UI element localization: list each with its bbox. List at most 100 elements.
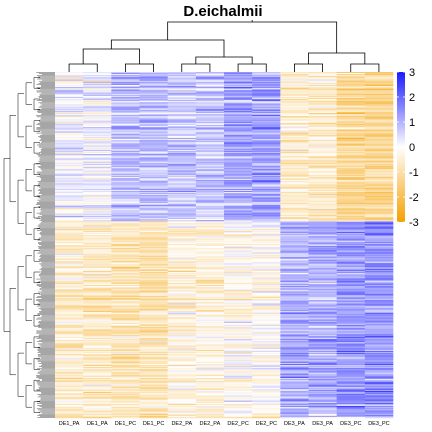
- heatmap-cell: [364, 200, 394, 202]
- heatmap-cell: [195, 375, 225, 378]
- heatmap-cell: [280, 241, 309, 244]
- heatmap-cell: [55, 93, 84, 95]
- heatmap-cell: [252, 126, 281, 128]
- heatmap-cell: [336, 227, 366, 230]
- heatmap-cell: [55, 280, 84, 283]
- heatmap-cell: [111, 223, 140, 225]
- heatmap-cell: [195, 342, 225, 344]
- heatmap-cell: [111, 215, 140, 218]
- heatmap-cell: [83, 268, 112, 271]
- heatmap-cell: [252, 104, 281, 106]
- heatmap-cell: [308, 309, 337, 312]
- heatmap-cell: [55, 248, 84, 250]
- heatmap-cell: [111, 303, 140, 305]
- heatmap-cell: [308, 285, 337, 287]
- heatmap-cell: [224, 139, 253, 141]
- heatmap-cell: [364, 135, 394, 138]
- heatmap-cell: [55, 84, 84, 87]
- heatmap-cell: [224, 341, 253, 343]
- heatmap-cell: [280, 325, 309, 327]
- heatmap-cell: [195, 241, 225, 244]
- heatmap-cell: [195, 319, 225, 321]
- heatmap-cell: [308, 235, 337, 237]
- heatmap-cell: [364, 150, 394, 153]
- heatmap-cell: [167, 109, 197, 112]
- heatmap-cell: [224, 168, 253, 170]
- heatmap-cell: [336, 241, 366, 244]
- heatmap-cell: [55, 402, 84, 405]
- heatmap-cell: [336, 153, 366, 155]
- heatmap-cell: [195, 108, 225, 111]
- heatmap-cell: [195, 331, 225, 333]
- heatmap-cell: [252, 320, 281, 323]
- heatmap-cell: [336, 120, 366, 122]
- heatmap-cell: [336, 315, 366, 317]
- heatmap-cell: [55, 153, 84, 155]
- heatmap-cell: [111, 345, 140, 347]
- dendrogram-branch: [125, 63, 154, 72]
- heatmap-cell: [83, 241, 112, 244]
- heatmap-cell: [336, 354, 366, 356]
- heatmap-cell: [252, 210, 281, 212]
- heatmap-cell: [308, 383, 337, 385]
- heatmap-cell: [224, 79, 253, 81]
- heatmap-cell: [111, 114, 140, 116]
- heatmap-cell: [224, 313, 253, 315]
- heatmap-cell: [83, 123, 112, 126]
- heatmap-cell: [195, 333, 225, 335]
- heatmap-cell: [195, 286, 225, 288]
- heatmap-cell: [195, 370, 225, 372]
- heatmap-cell: [252, 219, 281, 221]
- heatmap-cell: [139, 349, 168, 352]
- heatmap-cell: [195, 304, 225, 306]
- heatmap-cell: [139, 251, 168, 253]
- heatmap-cell: [364, 321, 394, 324]
- heatmap-cell: [139, 358, 168, 360]
- heatmap-cell: [224, 166, 253, 168]
- heatmap-cell: [139, 100, 168, 102]
- heatmap-cell: [111, 74, 140, 76]
- heatmap-cell: [195, 253, 225, 255]
- heatmap-cell: [139, 315, 168, 317]
- heatmap-cell: [364, 257, 394, 260]
- heatmap-cell: [280, 184, 309, 186]
- heatmap-cell: [83, 229, 112, 232]
- heatmap-cell: [167, 341, 197, 343]
- heatmap-cell: [139, 268, 168, 271]
- heatmap-cell: [364, 147, 394, 150]
- heatmap-cell: [55, 177, 84, 180]
- heatmap-cell: [139, 162, 168, 165]
- heatmap-cell: [139, 302, 168, 304]
- heatmap-cell: [195, 236, 225, 238]
- heatmap-cell: [224, 408, 253, 410]
- heatmap-cell: [336, 87, 366, 89]
- heatmap-cell: [308, 131, 337, 133]
- heatmap-cell: [364, 95, 394, 98]
- heatmap-cell: [111, 390, 140, 393]
- heatmap-cell: [224, 158, 253, 160]
- heatmap-cell: [308, 412, 337, 414]
- heatmap-cell: [364, 319, 394, 321]
- heatmap-cell: [167, 355, 197, 357]
- heatmap-cell: [111, 302, 140, 304]
- heatmap-cell: [55, 254, 84, 257]
- column-label: DE1_PA: [87, 421, 108, 427]
- heatmap-cell: [195, 320, 225, 323]
- heatmap-cell: [224, 211, 253, 213]
- heatmap-cell: [139, 130, 168, 132]
- heatmap-cell: [252, 83, 281, 86]
- heatmap-cell: [55, 241, 84, 244]
- heatmap-cell: [139, 246, 168, 248]
- heatmap-cell: [336, 318, 366, 320]
- heatmap-cell: [336, 326, 366, 328]
- heatmap-cell: [111, 116, 140, 118]
- heatmap-cell: [308, 109, 337, 112]
- heatmap-cell: [280, 340, 309, 342]
- heatmap-cell: [55, 139, 84, 141]
- heatmap-cell: [252, 292, 281, 294]
- heatmap-cell: [195, 247, 225, 249]
- heatmap-cell: [364, 181, 394, 183]
- heatmap-cell: [83, 82, 112, 85]
- heatmap-cell: [364, 110, 394, 113]
- heatmap-cell: [139, 383, 168, 385]
